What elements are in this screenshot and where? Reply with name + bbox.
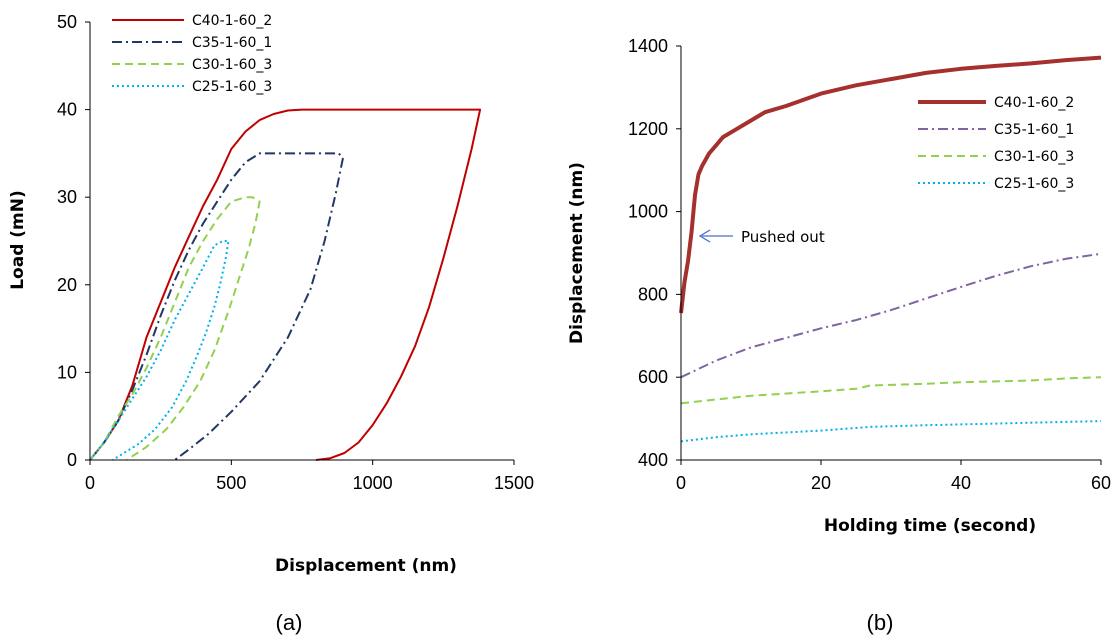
chart-b-plot-area [679,55,1102,443]
legend-label: C35-1-60_1 [994,122,1074,138]
y-tick-label: 800 [638,284,668,304]
legend-label: C35-1-60_1 [192,35,272,51]
x-tick-label: 500 [216,473,246,493]
y-tick-label: 40 [57,100,77,120]
chart-b-caption: (b) [867,610,894,635]
series-line-c40-1-60-2 [679,55,1102,314]
annotation-arrowhead-icon [698,229,711,243]
chart-a-caption: (a) [276,610,303,635]
y-tick-label: 400 [638,450,668,470]
y-tick-label: 10 [57,362,77,382]
series-line-c25-1-60-3 [680,420,1102,443]
chart-b-legend: C40-1-60_2 C35-1-60_1 C30-1-60_3 C25-1-60_3 [918,95,1074,192]
pushed-out-annotation: Pushed out [698,228,825,246]
x-tick-label: 20 [811,473,831,493]
legend-label: C40-1-60_2 [192,13,272,29]
y-tick-label: 0 [67,450,77,470]
chart-a-y-axis-label: Load (mN) [8,190,28,290]
x-tick-label: 60 [1091,473,1111,493]
y-tick-label: 1000 [628,202,668,222]
series-line-c30-1-60-3 [89,196,261,461]
chart-b-x-axis-label: Holding time (second) [824,516,1036,536]
x-tick-label: 0 [676,473,686,493]
chart-b: 0 20 40 60 400 600 800 1000 1200 1400 Holding tim… [567,36,1111,635]
y-tick-label: 1400 [628,36,668,56]
chart-b-y-axis-label: Displacement (nm) [567,162,587,344]
chart-a-x-axis-label: Displacement (nm) [275,556,457,576]
y-tick-label: 20 [57,275,77,295]
y-tick-label: 50 [57,12,77,32]
chart-a: 0 500 1000 1500 0 10 20 30 40 50 Displacement (nm… [8,12,534,635]
y-tick-label: 1200 [628,119,668,139]
x-tick-label: 0 [85,473,95,493]
series-line-c30-1-60-3 [680,376,1102,405]
legend-label: C40-1-60_2 [994,95,1074,111]
series-line-c25-1-60-3 [89,240,230,461]
legend-label: C25-1-60_3 [994,176,1074,192]
series-line-c35-1-60-1 [89,152,344,461]
y-tick-label: 30 [57,187,77,207]
x-tick-label: 1000 [353,473,393,493]
chart-a-plot-area [89,108,482,461]
y-tick-label: 600 [638,367,668,387]
x-tick-label: 40 [951,473,971,493]
series-line-c35-1-60-1 [680,252,1102,379]
legend-label: C25-1-60_3 [192,79,272,95]
x-tick-label: 1500 [494,473,534,493]
chart-a-ticks: 0 500 1000 1500 0 10 20 30 40 50 [57,12,534,493]
legend-label: C30-1-60_3 [994,149,1074,165]
legend-label: C30-1-60_3 [192,57,272,73]
chart-b-ticks: 0 20 40 60 400 600 800 1000 1200 1400 [628,36,1111,493]
chart-a-legend: C40-1-60_2 C35-1-60_1 C30-1-60_3 C25-1-60_3 [112,13,272,95]
annotation-text: Pushed out [741,228,825,246]
series-line-c40-1-60-2 [89,108,482,461]
